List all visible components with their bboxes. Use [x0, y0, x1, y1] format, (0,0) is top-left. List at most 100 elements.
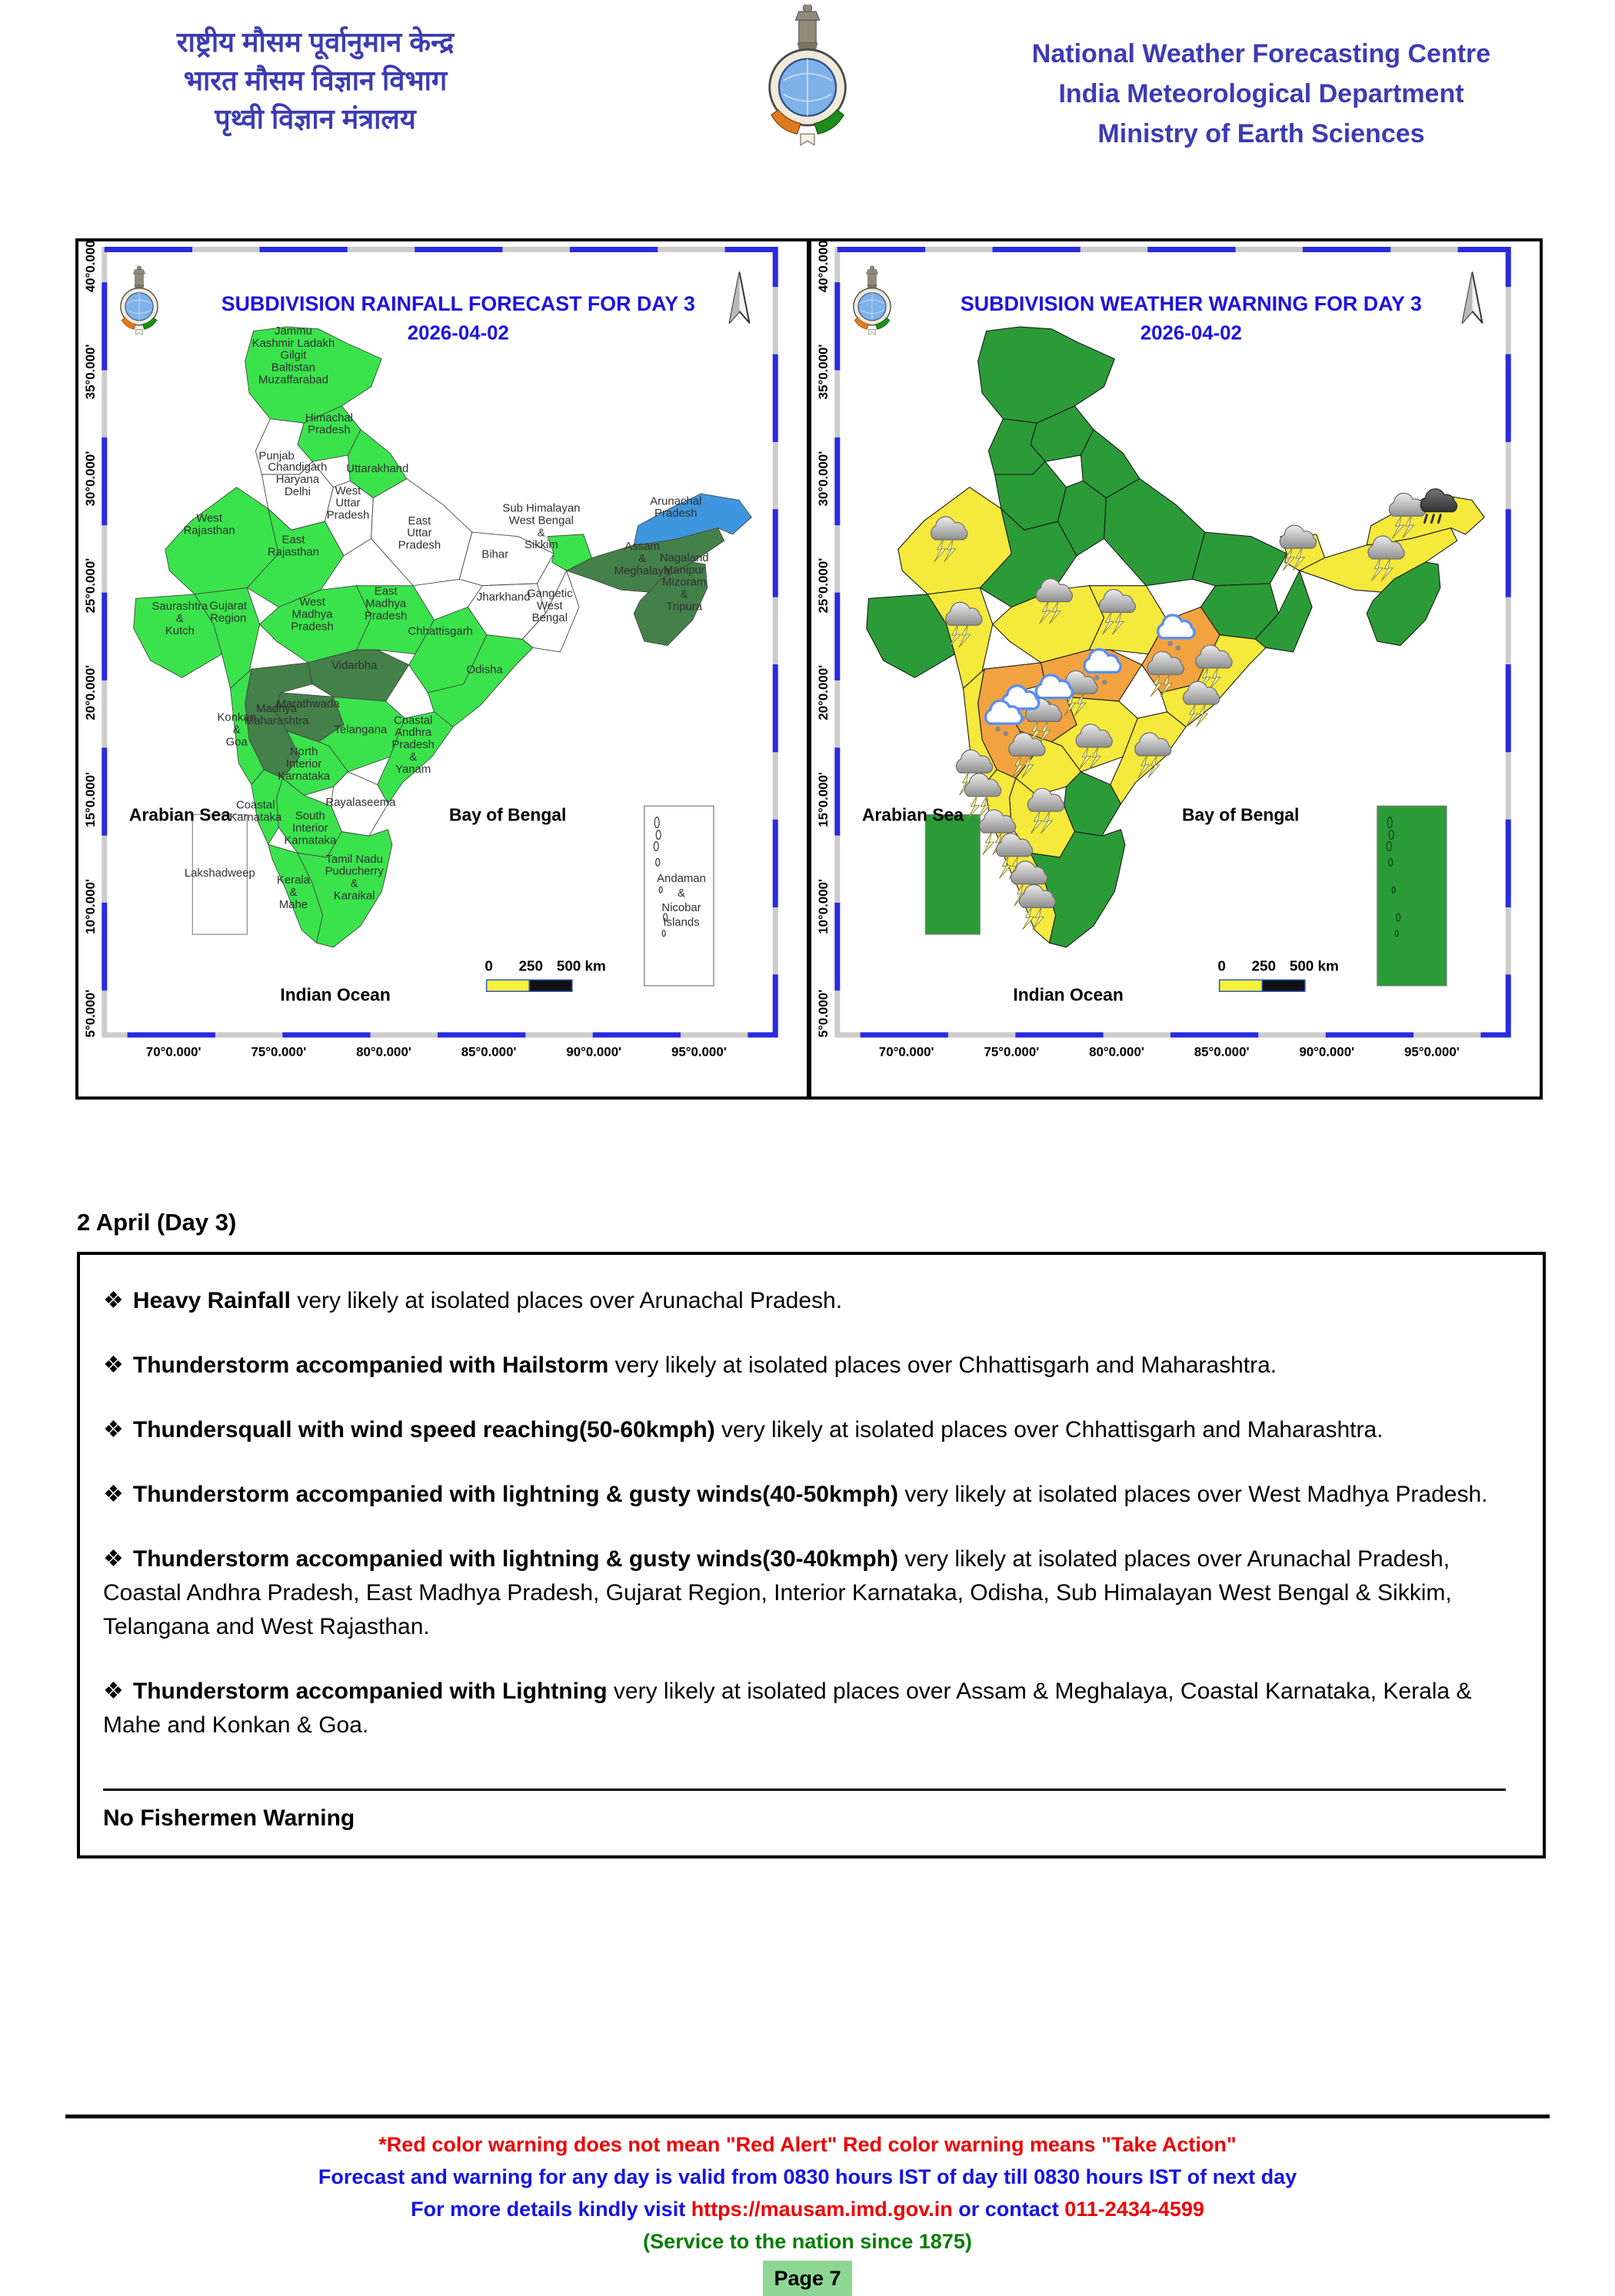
subdivision-label: Mahe [279, 899, 308, 911]
subdivision-label: Sikkim [524, 539, 558, 551]
y-axis-tick: 10°0.000' [816, 879, 831, 934]
subdivision-label: Tamil Nadu [325, 854, 382, 866]
footer-contact-line: For more details kindly visit https://ma… [0, 2193, 1615, 2225]
map-title: SUBDIVISION RAINFALL FORECAST FOR DAY 3 [221, 292, 695, 315]
subdivision-label: Interior [292, 823, 328, 835]
rainfall-forecast-map: 40°0.000' 35°0.000' 30°0.000' 25°0.000' 20°0… [83, 241, 778, 1060]
warnings-box: ❖ Heavy Rainfall very likely at isolated … [77, 1252, 1546, 1858]
svg-text:0: 0 [484, 957, 493, 973]
subdivision-label: Chhattisgarh [408, 626, 473, 638]
thunderstorm-icon [1075, 724, 1113, 770]
y-axis-tick: 25°0.000' [83, 558, 98, 614]
bullet-icon: ❖ [103, 1679, 124, 1704]
rain-cloud-icon [1420, 488, 1457, 524]
subdivision-ARP [633, 493, 752, 546]
subdivision-label: Pradesh [391, 739, 434, 751]
subdivision-BIH [1191, 531, 1288, 587]
subdivision-label: East [282, 534, 306, 546]
subdivision-label: Tripura [666, 601, 702, 613]
subdivision-label: & [409, 751, 417, 764]
subdivision-label: Telangana [335, 724, 388, 737]
subdivision-label: Konkan [217, 712, 256, 724]
svg-text:500 km: 500 km [557, 957, 606, 973]
warning-type: Heavy Rainfall [132, 1288, 291, 1313]
subdivision-label: Maharashtra [245, 715, 309, 727]
warning-item: ❖ Thunderstorm accompanied with lightning… [103, 1542, 1520, 1644]
warning-item: ❖ Thundersquall with wind speed reaching(… [103, 1413, 1520, 1447]
warning-item: ❖ Heavy Rainfall very likely at isolated … [103, 1284, 1520, 1318]
weather-warning-map: 40°0.000' 35°0.000' 30°0.000' 25°0.000' 20°0… [816, 241, 1511, 1060]
warning-type: Thunderstorm accompanied with Lightning [132, 1679, 608, 1704]
subdivision-label: Himachal [305, 412, 353, 424]
subdivision-VID [308, 649, 410, 702]
x-axis-tick: 95°0.000' [1404, 1045, 1460, 1060]
warning-detail: very likely at isolated places over Chha… [714, 1417, 1384, 1442]
thunderstorm-icon [1098, 588, 1136, 635]
subdivision-label: Arunachal [650, 495, 701, 507]
thunderstorm-icon [995, 833, 1033, 879]
mausam-link[interactable]: https://mausam.imd.gov.in [691, 2198, 953, 2221]
subdivision-label: Haryana [276, 474, 320, 486]
y-axis-tick: 20°0.000' [816, 665, 831, 720]
footer: *Red color warning does not mean "Red Al… [0, 2128, 1615, 2296]
subdivision-label: Nagaland [660, 552, 709, 564]
y-axis-tick: 5°0.000' [816, 990, 831, 1037]
x-axis-tick: 85°0.000' [461, 1045, 517, 1060]
y-axis-tick: 10°0.000' [83, 879, 98, 934]
subdivision-label: & [351, 878, 358, 890]
subdivision-CAP [1110, 711, 1187, 805]
warning-detail: very likely at isolated places over Assa… [103, 1679, 1472, 1738]
subdivision-label: Karnataka [278, 770, 331, 783]
subdivision-label: Kerala [277, 874, 311, 887]
scale-bar: 0 250 500 km [484, 957, 606, 993]
footer-visit-text: For more details kindly visit [411, 2198, 691, 2221]
warning-type: Thunderstorm accompanied with lightning … [132, 1482, 898, 1507]
subdivision-label: & [289, 887, 297, 899]
lakshadweep-box [924, 814, 981, 935]
page-number-badge: Page 7 [763, 2261, 852, 2296]
subdivision-label: Coastal [394, 714, 433, 727]
thunderstorm-icon [945, 601, 983, 648]
thunderstorm-icon [1279, 524, 1317, 571]
x-axis-tick: 75°0.000' [251, 1045, 306, 1060]
subdivision-label: West [335, 485, 362, 497]
lakshadweep-box [191, 814, 248, 935]
weather-warning-map-panel: 40°0.000' 35°0.000' 30°0.000' 25°0.000' 20°0… [808, 238, 1543, 1100]
subdivision-label: Uttar [407, 527, 431, 540]
header-hindi-block: राष्ट्रीय मौसम पूर्वानुमान केन्द्र भारत … [92, 23, 538, 138]
subdivision-label: West Bengal [509, 514, 574, 527]
thunderstorm-icon [978, 809, 1017, 856]
subdivision-JK [245, 326, 382, 424]
subdivision-label: Pradesh [398, 540, 441, 552]
warning-type: Thunderstorm accompanied with lightning … [132, 1546, 898, 1572]
x-axis-tick: 80°0.000' [356, 1045, 411, 1060]
svg-text:250: 250 [1252, 957, 1276, 973]
subdivision-label: West [537, 600, 564, 612]
subdivision-KON [230, 667, 265, 786]
bullet-icon: ❖ [103, 1417, 124, 1442]
bay-of-bengal-label: Bay of Bengal [1182, 805, 1299, 825]
subdivision-label: Saurashtra [152, 601, 208, 613]
hailstorm-icon [984, 699, 1024, 737]
subdivision-label: Assam [624, 541, 660, 553]
subdivision-label: Bihar [481, 548, 508, 561]
y-axis-tick: 30°0.000' [83, 451, 98, 507]
warning-detail: very likely at isolated places over West… [898, 1482, 1488, 1507]
subdivision-label: Delhi [285, 486, 311, 498]
subdivision-NMMT [1366, 561, 1441, 647]
map-title: SUBDIVISION WEATHER WARNING FOR DAY 3 [961, 292, 1422, 315]
imd-logo-icon [120, 265, 158, 335]
subdivision-label: Pradesh [365, 610, 407, 622]
fishermen-warning: No Fishermen Warning [103, 1789, 1506, 1835]
header-org-line2: India Meteorological Department [1058, 79, 1464, 108]
subdivision-label: & [638, 553, 646, 565]
subdivision-label: Mizoram [662, 577, 706, 589]
x-axis-tick: 95°0.000' [671, 1045, 727, 1060]
subdivision-label: Jammu [275, 325, 312, 338]
subdivision-label: Karaikal [334, 890, 375, 902]
header-hindi-line2: भारत मौसम विज्ञान विभाग [183, 65, 448, 96]
hailstorm-icon [1157, 614, 1196, 651]
subdivision-label: Odisha [467, 664, 504, 677]
x-axis-tick: 70°0.000' [146, 1045, 201, 1060]
